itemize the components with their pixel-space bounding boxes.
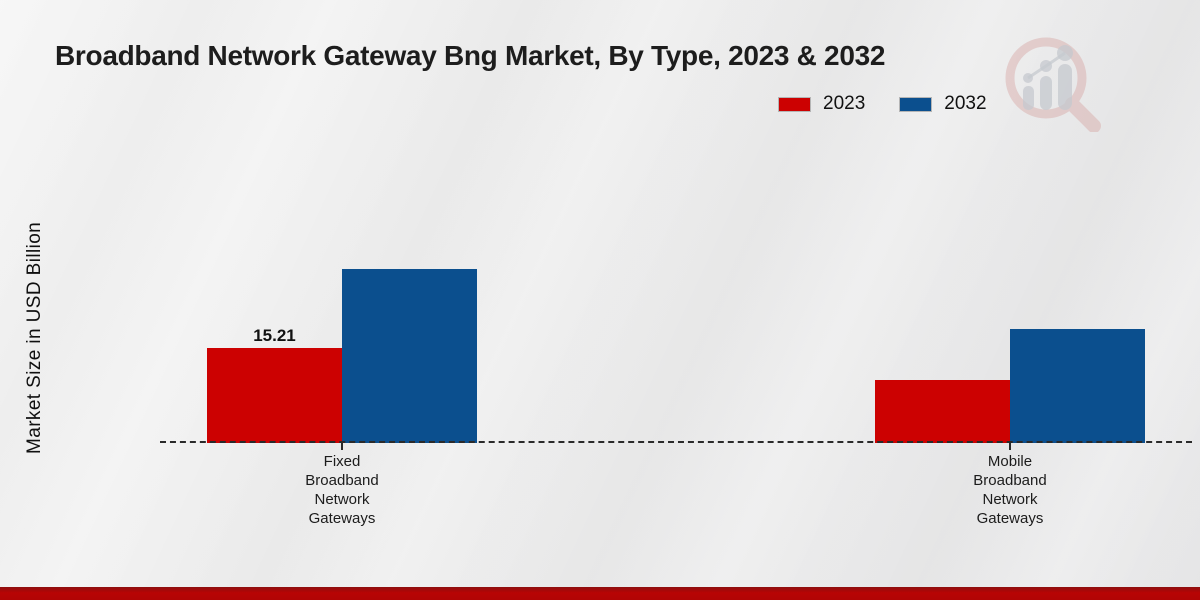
legend-label-2032: 2032 xyxy=(944,93,987,114)
market-research-magnifier-logo xyxy=(1000,34,1106,137)
legend: 2023 2032 xyxy=(778,93,987,115)
chart-title: Broadband Network Gateway Bng Market, By… xyxy=(55,40,886,71)
footer-accent-bar xyxy=(0,587,1200,600)
x-axis-baseline xyxy=(160,441,1192,443)
x-tick-mobile xyxy=(1009,443,1011,450)
category-label-fixed: Fixed Broadband Network Gateways xyxy=(305,453,379,527)
legend-item-2023: 2023 xyxy=(778,93,865,115)
bar-2023-mobile xyxy=(875,380,1010,443)
bar-2023-fixed xyxy=(207,348,342,443)
value-label-2023-fixed: 15.21 xyxy=(253,326,296,345)
legend-item-2032: 2032 xyxy=(899,93,987,115)
x-tick-fixed xyxy=(341,443,343,450)
legend-swatch-2023 xyxy=(778,96,811,112)
bar-2032-fixed xyxy=(342,269,477,443)
category-label-mobile: Mobile Broadband Network Gateways xyxy=(973,453,1047,527)
bar-2032-mobile xyxy=(1010,329,1145,443)
y-axis-label: Market Size in USD Billion xyxy=(24,221,45,454)
legend-label-2023: 2023 xyxy=(823,93,866,114)
legend-swatch-2032 xyxy=(899,96,933,112)
